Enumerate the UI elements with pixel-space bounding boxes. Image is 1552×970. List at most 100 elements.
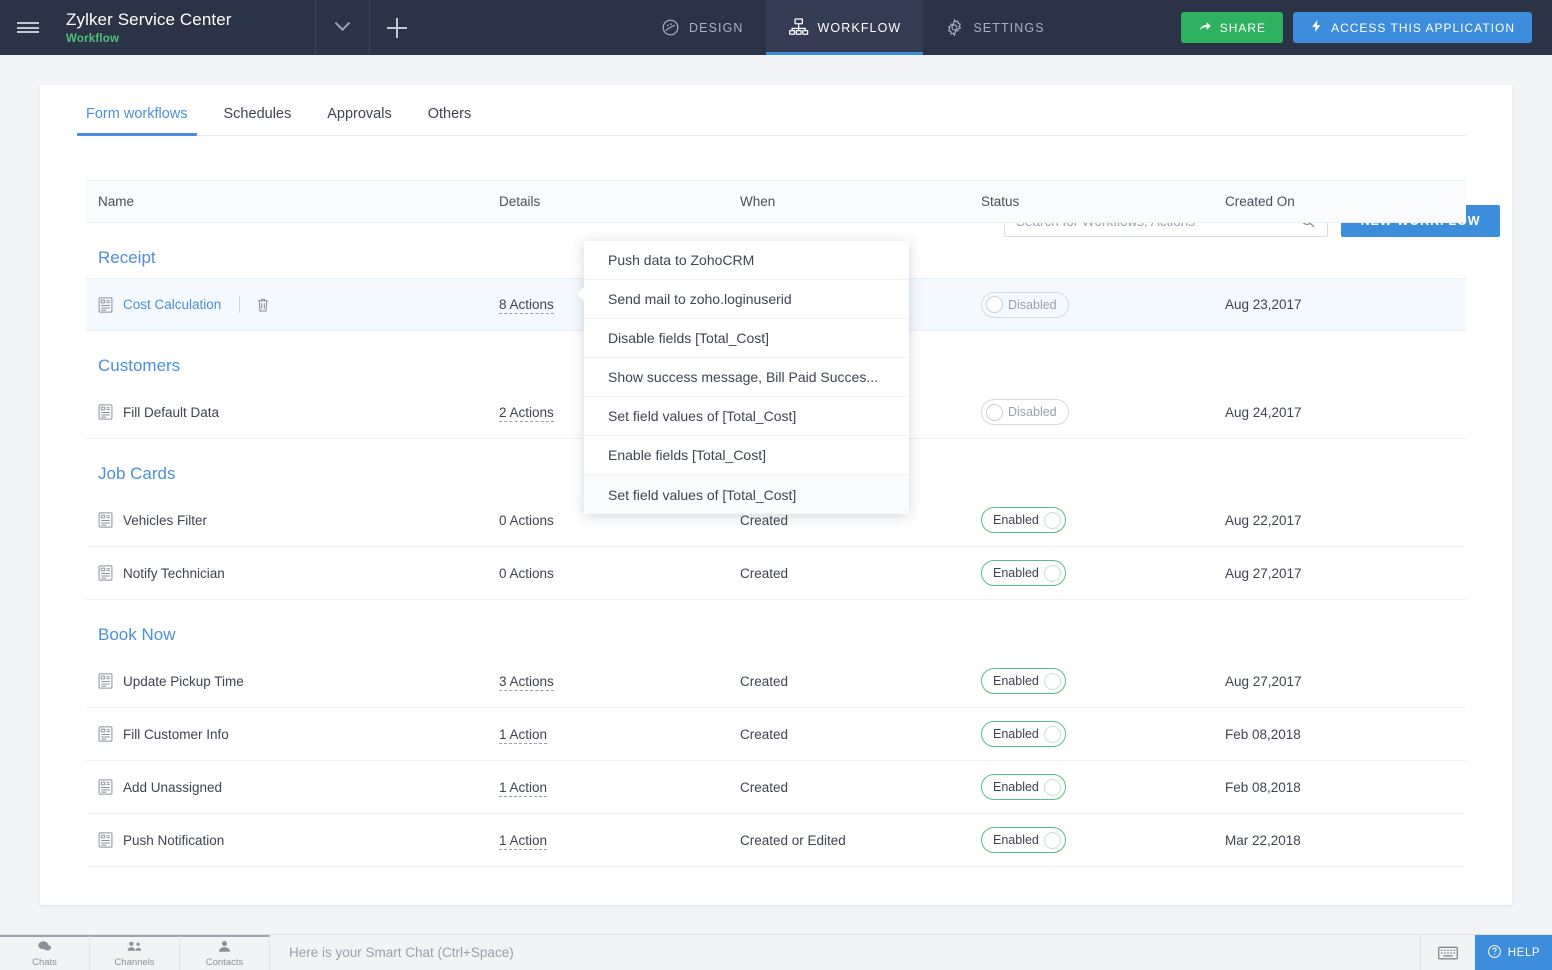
bottom-tab-channels-label: Channels bbox=[114, 956, 155, 968]
share-button[interactable]: SHARE bbox=[1180, 12, 1284, 43]
divider bbox=[239, 296, 241, 313]
row-name-cell: Update Pickup Time bbox=[86, 673, 499, 689]
tab-others[interactable]: Others bbox=[428, 106, 472, 135]
group-title[interactable]: Job Cards bbox=[98, 464, 176, 483]
table-header: Name Details When Status Created On bbox=[86, 180, 1466, 223]
bottom-tab-chats-label: Chats bbox=[32, 956, 57, 968]
workflow-name[interactable]: Notify Technician bbox=[123, 565, 225, 581]
actions-count[interactable]: 1 Action bbox=[499, 779, 548, 797]
status-toggle[interactable]: Enabled bbox=[981, 668, 1066, 694]
app-subtitle: Workflow bbox=[66, 33, 120, 45]
palette-icon bbox=[661, 18, 680, 37]
row-when-cell: Created bbox=[740, 512, 789, 528]
actions-popup-item[interactable]: Send mail to zoho.loginuserid bbox=[584, 280, 909, 319]
bottom-tab-contacts-label: Contacts bbox=[205, 956, 244, 968]
actions-popup-item[interactable]: Set field values of [Total_Cost] bbox=[584, 475, 909, 514]
row-details-cell: 3 Actions bbox=[499, 673, 740, 691]
delete-icon[interactable] bbox=[256, 297, 270, 313]
nav-tab-settings-label: SETTINGS bbox=[973, 20, 1045, 35]
row-details-cell: 1 Action bbox=[499, 779, 740, 797]
nav-tab-design[interactable]: DESIGN bbox=[639, 0, 766, 55]
add-new-button[interactable] bbox=[369, 0, 423, 55]
actions-popup-item[interactable]: Set field values of [Total_Cost] bbox=[584, 397, 909, 436]
status-toggle[interactable]: Enabled bbox=[981, 507, 1066, 533]
row-details-cell: 0 Actions bbox=[499, 513, 740, 528]
workflow-icon bbox=[788, 18, 809, 37]
status-toggle[interactable]: Enabled bbox=[981, 721, 1066, 747]
bottom-tab-channels[interactable]: Channels bbox=[90, 935, 180, 970]
row-status-cell: Enabled bbox=[981, 827, 1225, 853]
smart-chat-placeholder: Here is your Smart Chat (Ctrl+Space) bbox=[289, 945, 514, 960]
workflow-name[interactable]: Add Unassigned bbox=[123, 779, 223, 795]
row-name-cell: Notify Technician bbox=[86, 565, 499, 581]
tab-form-workflows-label: Form workflows bbox=[86, 106, 188, 122]
actions-popup-list: Push data to ZohoCRM Send mail to zoho.lo… bbox=[584, 241, 909, 514]
actions-popup-item[interactable]: Disable fields [Total_Cost] bbox=[584, 319, 909, 358]
status-toggle[interactable]: Enabled bbox=[981, 827, 1066, 853]
nav-tab-workflow[interactable]: WORKFLOW bbox=[765, 0, 924, 55]
table-row[interactable]: Add Unassigned 1 Action Created Enabled Feb … bbox=[86, 761, 1466, 814]
actions-count[interactable]: 3 Actions bbox=[499, 673, 554, 691]
actions-count[interactable]: 1 Action bbox=[499, 726, 548, 744]
toggle-knob bbox=[1043, 778, 1061, 796]
table-row[interactable]: Fill Customer Info 1 Action Created Enabled… bbox=[86, 708, 1466, 761]
actions-count[interactable]: 2 Actions bbox=[499, 404, 554, 422]
tab-schedules[interactable]: Schedules bbox=[224, 106, 292, 135]
status-toggle[interactable]: Enabled bbox=[981, 774, 1066, 800]
help-button[interactable]: HELP bbox=[1475, 935, 1552, 970]
table-row[interactable]: Notify Technician 0 Actions Created Enabled… bbox=[86, 547, 1466, 600]
bottom-tab-contacts[interactable]: Contacts bbox=[180, 935, 270, 970]
row-created-on-cell: Aug 23,2017 bbox=[1225, 297, 1302, 312]
status-badge-label: Enabled bbox=[993, 780, 1039, 794]
access-application-button[interactable]: ACCESS THIS APPLICATION bbox=[1293, 12, 1532, 43]
toggle-knob bbox=[1043, 725, 1061, 743]
tab-approvals[interactable]: Approvals bbox=[327, 106, 391, 135]
app-switcher-button[interactable] bbox=[315, 0, 369, 55]
workflow-name[interactable]: Update Pickup Time bbox=[123, 673, 244, 689]
row-details-cell: 0 Actions bbox=[499, 566, 740, 581]
status-toggle[interactable]: Disabled bbox=[981, 291, 1069, 318]
smart-chat-input[interactable]: Here is your Smart Chat (Ctrl+Space) bbox=[270, 935, 1420, 970]
share-button-label: SHARE bbox=[1219, 20, 1267, 35]
workflow-name[interactable]: Fill Default Data bbox=[123, 404, 220, 420]
question-circle-icon bbox=[1487, 944, 1502, 962]
tab-form-workflows[interactable]: Form workflows bbox=[77, 106, 196, 136]
row-details-cell: 1 Action bbox=[499, 832, 740, 850]
help-button-label: HELP bbox=[1507, 946, 1541, 959]
bottom-tab-chats[interactable]: Chats bbox=[0, 935, 90, 970]
group-title[interactable]: Customers bbox=[98, 356, 181, 375]
keyboard-icon[interactable] bbox=[1420, 935, 1475, 970]
table-row[interactable]: Push Notification 1 Action Created or Edit… bbox=[86, 814, 1466, 867]
row-name-cell: Push Notification bbox=[86, 832, 499, 848]
table-row[interactable]: Vehicles Filter 0 Actions Created Enabled Au… bbox=[86, 494, 1466, 547]
row-when-cell: Created or Edited bbox=[740, 832, 846, 848]
app-title-block: Zylker Service Center Workflow bbox=[55, 0, 315, 55]
group-title[interactable]: Book Now bbox=[98, 625, 176, 644]
status-badge-label: Enabled bbox=[993, 727, 1039, 741]
workflow-name[interactable]: Push Notification bbox=[123, 832, 225, 848]
column-header-status: Status bbox=[981, 194, 1020, 209]
actions-popup-item[interactable]: Enable fields [Total_Cost] bbox=[584, 436, 909, 475]
actions-count[interactable]: 1 Action bbox=[499, 832, 548, 850]
workflow-name[interactable]: Vehicles Filter bbox=[123, 512, 208, 528]
workflow-name[interactable]: Fill Customer Info bbox=[123, 726, 229, 742]
hamburger-icon[interactable] bbox=[0, 0, 55, 55]
status-toggle[interactable]: Enabled bbox=[981, 560, 1066, 586]
toggle-knob bbox=[1043, 672, 1061, 690]
top-bar: Zylker Service Center Workflow DESIGN bbox=[0, 0, 1552, 55]
actions-count[interactable]: 8 Actions bbox=[499, 297, 554, 314]
column-header-name: Name bbox=[98, 194, 135, 209]
chevron-down-icon bbox=[334, 15, 351, 32]
status-badge-label: Disabled bbox=[1008, 297, 1057, 312]
status-toggle[interactable]: Disabled bbox=[981, 399, 1069, 425]
group-title[interactable]: Receipt bbox=[98, 248, 156, 267]
form-icon bbox=[98, 726, 113, 742]
status-badge-label: Enabled bbox=[993, 513, 1039, 527]
table-row[interactable]: Update Pickup Time 3 Actions Created Enable… bbox=[86, 655, 1466, 708]
workflow-name[interactable]: Cost Calculation bbox=[123, 297, 222, 312]
tab-approvals-label: Approvals bbox=[327, 106, 392, 122]
column-header-created-on: Created On bbox=[1225, 194, 1295, 209]
actions-popup-item[interactable]: Push data to ZohoCRM bbox=[584, 241, 909, 280]
actions-popup-item[interactable]: Show success message, Bill Paid Succes..… bbox=[584, 358, 909, 397]
nav-tab-settings[interactable]: SETTINGS bbox=[923, 0, 1066, 55]
